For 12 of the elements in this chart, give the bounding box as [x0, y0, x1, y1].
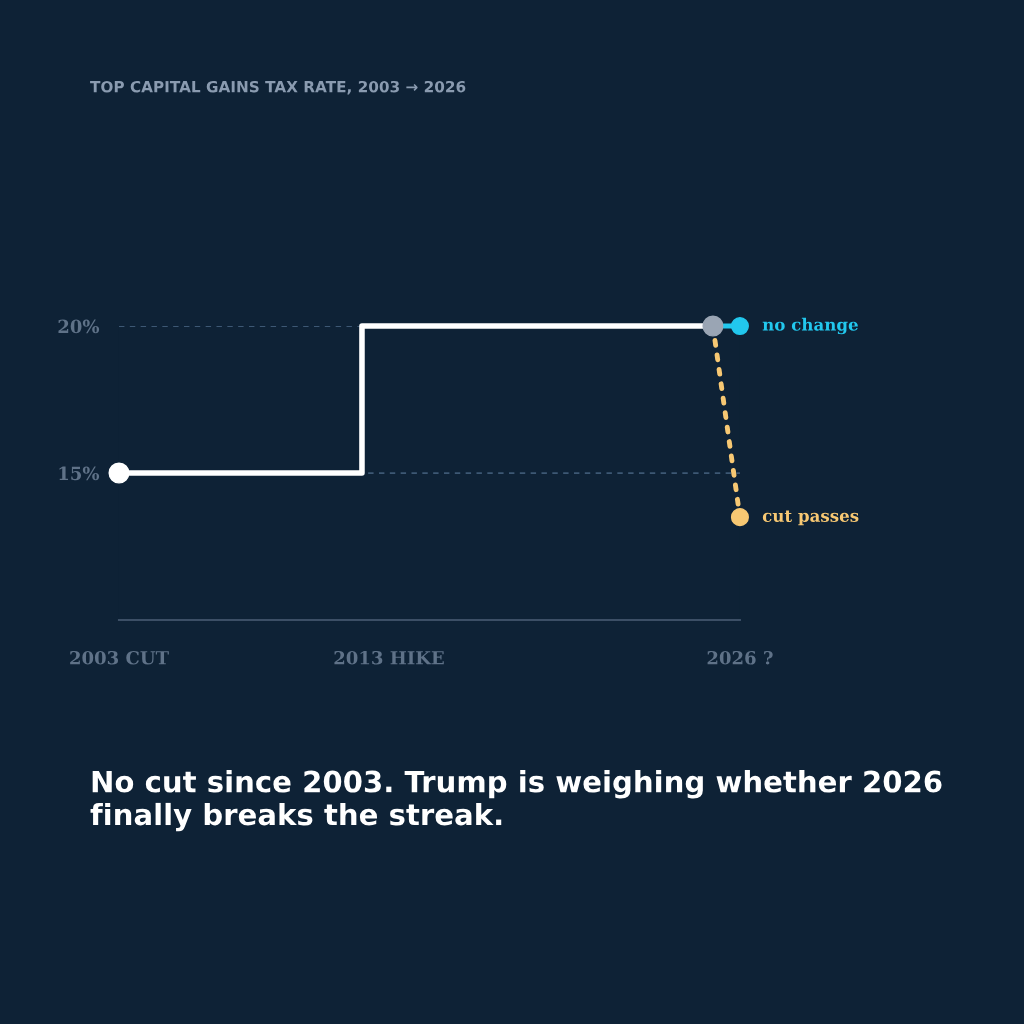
text: No cut since 2003. Trump is weighing whether 2026 finally breaks the streak. — [90, 770, 942, 832]
x-tick-label: 2013 HIKE — [334, 650, 444, 665]
series-label: no change — [762, 317, 858, 335]
series-label: cut passes — [762, 510, 859, 526]
point — [730, 317, 749, 336]
y-tick-label: 20% — [58, 319, 100, 334]
chart-title: TOP CAPITAL GAINS TAX RATE, 2003 → 2026 — [90, 80, 466, 95]
y-tick-label: 15% — [59, 466, 100, 481]
x-tick-label: 2003 CUT — [70, 650, 169, 665]
x-tick-label: 2026 ? — [707, 650, 773, 665]
point — [730, 508, 749, 527]
point — [108, 462, 130, 484]
